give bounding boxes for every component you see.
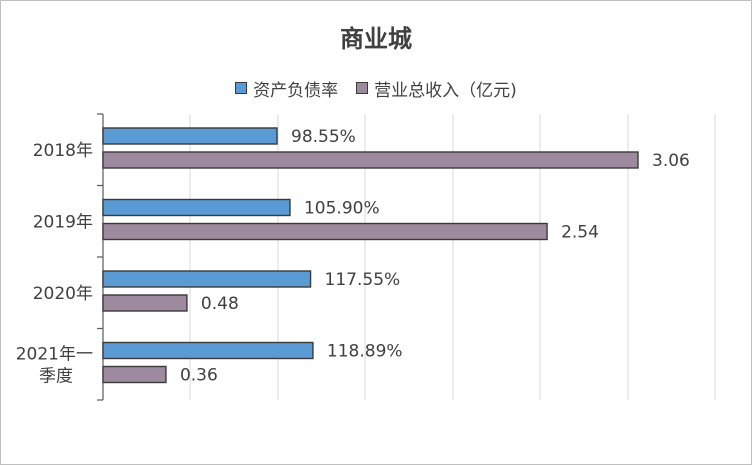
data-label-debt-ratio: 118.89% — [327, 342, 403, 362]
bar-debt-ratio — [102, 270, 312, 288]
legend-label-debt-ratio: 资产负债率 — [253, 80, 339, 101]
chart-title: 商业城 — [340, 25, 412, 53]
bar-revenue — [102, 151, 639, 169]
category-label: 2019年 — [33, 212, 93, 232]
data-label-revenue: 3.06 — [652, 151, 690, 171]
bar-debt-ratio — [102, 198, 291, 217]
category-label: 2020年 — [33, 284, 93, 304]
legend-item-debt-ratio: 资产负债率 — [235, 76, 338, 101]
data-label-debt-ratio: 117.55% — [325, 270, 401, 290]
legend-swatch-revenue — [356, 82, 369, 94]
data-label-revenue: 0.48 — [201, 294, 239, 314]
bar-revenue — [102, 222, 548, 241]
legend-swatch-debt-ratio — [235, 82, 248, 94]
data-label-debt-ratio: 105.90% — [304, 199, 380, 219]
bar-revenue — [102, 365, 167, 384]
bar-revenue — [102, 294, 188, 312]
chart-legend: 资产负债率 营业总收入（亿元) — [1, 76, 751, 101]
legend-label-revenue: 营业总收入（亿元) — [374, 80, 517, 101]
bar-debt-ratio — [102, 127, 278, 145]
data-label-revenue: 0.36 — [180, 366, 218, 386]
bar-debt-ratio — [102, 341, 314, 360]
legend-item-revenue: 营业总收入（亿元) — [356, 76, 517, 101]
category-label: 2018年 — [33, 141, 93, 161]
category-label: 2021年一季度 — [16, 344, 93, 386]
data-label-debt-ratio: 98.55% — [291, 127, 356, 147]
data-label-revenue: 2.54 — [561, 223, 599, 243]
